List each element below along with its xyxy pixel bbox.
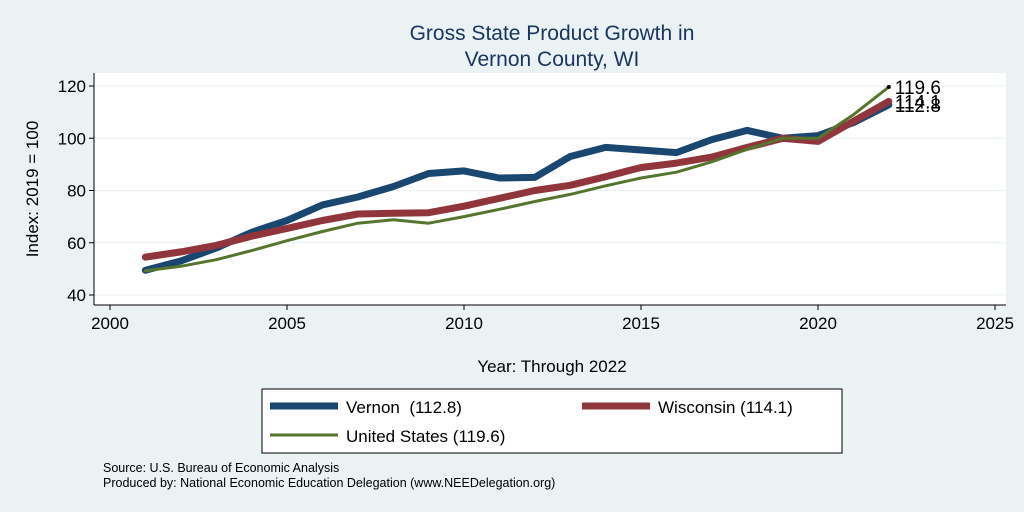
legend-box [261, 388, 843, 454]
end-label-vernon: 112.8 [895, 96, 941, 117]
end-label-wisconsin: 114.1 [895, 92, 941, 113]
chart-title-line2: Vernon County, WI [465, 48, 640, 71]
end-point-united-states [886, 85, 891, 90]
produced-by-note: Produced by: National Economic Education… [103, 476, 555, 490]
series-line-united-states [143, 85, 891, 273]
series-line-vernon [141, 101, 893, 274]
x-tick-label: 2025 [976, 314, 1014, 333]
y-tick-label: 80 [67, 182, 86, 201]
y-tick-label: 120 [58, 77, 86, 96]
x-ticks: 2000 2005 2010 2015 2020 2025 [91, 305, 1014, 333]
x-tick-label: 2005 [268, 314, 306, 333]
x-tick-label: 2020 [799, 314, 837, 333]
y-axis-label: Index: 2019 = 100 [23, 121, 42, 258]
x-axis-label: Year: Through 2022 [477, 357, 626, 376]
series-group [141, 85, 893, 274]
legend: Vernon (112.8) Wisconsin (114.1) United … [261, 388, 843, 454]
legend-label-united-states: United States (119.6) [346, 427, 505, 446]
x-tick-label: 2010 [445, 314, 483, 333]
x-tick-label: 2015 [622, 314, 660, 333]
y-tick-label: 60 [67, 234, 86, 253]
source-note: Source: U.S. Bureau of Economic Analysis [103, 461, 339, 475]
y-tick-label: 40 [67, 286, 86, 305]
x-tick-label: 2000 [91, 314, 129, 333]
legend-label-wisconsin: Wisconsin (114.1) [658, 398, 793, 417]
y-tick-label: 100 [58, 129, 86, 148]
y-ticks: 40 60 80 100 120 [58, 77, 94, 305]
chart-title-line1: Gross State Product Growth in [410, 22, 695, 45]
legend-label-vernon: Vernon (112.8) [346, 398, 462, 417]
end-label-united-states: 119.6 [895, 78, 941, 99]
end-point-wisconsin [885, 98, 892, 105]
